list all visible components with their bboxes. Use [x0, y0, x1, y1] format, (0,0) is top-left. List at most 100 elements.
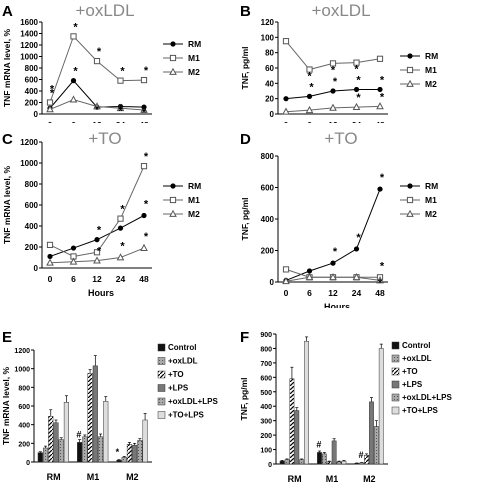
data-point-c-rm: [117, 225, 124, 231]
chart-title-a: +oxLDL: [75, 1, 134, 20]
data-point-c-m2: [46, 258, 54, 266]
bar-f-m2-2: [364, 455, 369, 465]
data-point-d-m2: [376, 276, 384, 284]
y-tick-label-b: 100: [261, 33, 275, 42]
y-tick-label-b: 0: [270, 110, 275, 119]
x-tick-label-b: 6: [307, 120, 312, 123]
data-point-c-rm: [94, 237, 100, 243]
y-tick-label-f: 0: [268, 462, 272, 469]
data-point-b-rm: [306, 93, 313, 99]
data-point-b-m2: [329, 103, 337, 111]
y-tick-label-c: 1000: [20, 159, 38, 168]
data-point-b-m2: [282, 107, 290, 115]
y-tick-label-a: 400: [25, 87, 39, 96]
data-point-b-m1: [282, 38, 290, 45]
data-point-d-m2: [305, 273, 314, 281]
bar-f-rm-2: [289, 378, 295, 465]
significance-mark-a: *: [97, 46, 102, 58]
data-point-a-m1: [140, 76, 148, 84]
legend-label-f: +TO+LPS: [402, 406, 439, 415]
panel-letter-b: B: [240, 3, 251, 20]
y-tick-label-a: 1600: [20, 18, 38, 27]
y-axis-label-a: TNF mRNA level, %: [2, 29, 12, 108]
data-point-c-rm: [141, 212, 147, 219]
data-point-d-rm: [353, 246, 360, 252]
y-tick-label-b: 80: [265, 49, 274, 58]
data-point-a-m2: [46, 105, 54, 113]
data-point-b-m1: [329, 60, 337, 67]
y-axis-label-d: TNF, pg/ml: [240, 198, 250, 241]
data-point-c-rm: [47, 253, 53, 260]
data-point-a-m2: [93, 102, 101, 110]
bar-f-m1-2: [326, 461, 332, 465]
significance-mark-a: *: [144, 65, 149, 77]
panel-b: B +oxLDL TNF, pg/ml 0 20 40 60 80 100 120 0 6 12 24 48…: [238, 0, 477, 144]
x-tick-label-b: 24: [352, 120, 362, 123]
x-tick-label-c: 6: [71, 274, 76, 284]
data-point-b-rm: [283, 96, 289, 102]
data-point-c-m1: [140, 163, 148, 170]
y-tick-label-f: 800: [260, 346, 272, 353]
significance-mark-e: *: [116, 447, 120, 457]
data-point-b-m1: [376, 55, 384, 62]
y-tick-label-f: 600: [260, 375, 272, 382]
significance-mark-b: *: [356, 92, 361, 104]
bar-f-m2-0: [354, 463, 360, 465]
significance-mark-b: *: [333, 76, 338, 88]
significance-mark-a: *: [142, 104, 147, 116]
data-point-d-m2: [352, 273, 361, 281]
x-tick-label-b: 0: [284, 120, 289, 123]
y-tick-label-d: 0: [270, 278, 275, 287]
y-tick-label-d: 800: [261, 152, 275, 161]
bar-f-m1-1: [321, 453, 327, 465]
bar-f-m2-1: [359, 462, 365, 465]
y-tick-label-c: 200: [25, 243, 39, 252]
panel-d: D +TO TNF, pg/ml 0 200 400 600 800 0 6 12 24 48 Hours…: [238, 128, 477, 312]
data-point-b-m2: [305, 105, 314, 114]
significance-mark-a: *: [73, 21, 78, 33]
significance-mark-a: *: [120, 66, 125, 78]
significance-mark-a: *: [50, 84, 55, 96]
bar-f-m1-4: [336, 461, 342, 465]
y-tick-label-d: 400: [261, 215, 275, 224]
data-point-b-m1: [353, 59, 360, 66]
legend-marker-c-m1: [169, 196, 177, 204]
data-point-b-rm: [377, 86, 383, 93]
data-point-d-rm: [330, 260, 336, 266]
chart-f: F TNF, pg/ml 0 100 200 300 400 500 600 700 800 900 R…: [239, 329, 452, 484]
panel-letter-a: A: [2, 3, 13, 20]
legend-marker-c-m2: [169, 209, 177, 217]
legend-label-e: +oxLDL+LPS: [168, 397, 218, 406]
significance-mark-a: *: [118, 105, 123, 117]
legend-marker-b-m2: [406, 79, 414, 87]
y-tick-label-b: 20: [265, 95, 274, 104]
y-axis-label-c: TNF mRNA level, %: [2, 166, 12, 245]
bar-f-rm-3: [294, 410, 300, 465]
panel-a: A +oxLDL TNF mRNA level, % 0 200 400 600 800 100…: [0, 0, 238, 144]
bar-e-m1-5: [103, 401, 109, 463]
legend-label-a-m2: M2: [188, 67, 200, 77]
legend-swatch-f: [391, 367, 400, 376]
y-tick-label-f: 100: [260, 448, 272, 455]
significance-mark-d: *: [333, 246, 338, 258]
bar-f-m2-4: [373, 426, 379, 465]
bar-e-m2-3: [132, 444, 138, 463]
data-point-d-m1: [282, 266, 290, 273]
data-point-a-rm: [70, 78, 77, 84]
x-tick-label-e: M1: [87, 472, 100, 482]
data-point-a-m1: [117, 77, 124, 84]
x-tick-label-d: 6: [307, 288, 312, 298]
bar-e-m2-1: [121, 457, 127, 463]
significance-mark-f: #: [359, 450, 364, 460]
data-point-b-m2: [376, 102, 384, 110]
bar-e-m2-4: [137, 440, 143, 463]
legend-marker-d-rm: [407, 183, 413, 189]
significance-mark-c: *: [97, 246, 102, 258]
legend-label-c-m1: M1: [188, 195, 200, 205]
legend-label-a-rm: RM: [188, 39, 201, 49]
legend-label-b-m1: M1: [425, 65, 437, 75]
x-tick-label-f: M1: [326, 474, 339, 484]
x-tick-label-d: 48: [375, 288, 385, 298]
y-tick-label-a: 600: [25, 76, 39, 85]
bar-f-rm-4: [299, 459, 305, 465]
